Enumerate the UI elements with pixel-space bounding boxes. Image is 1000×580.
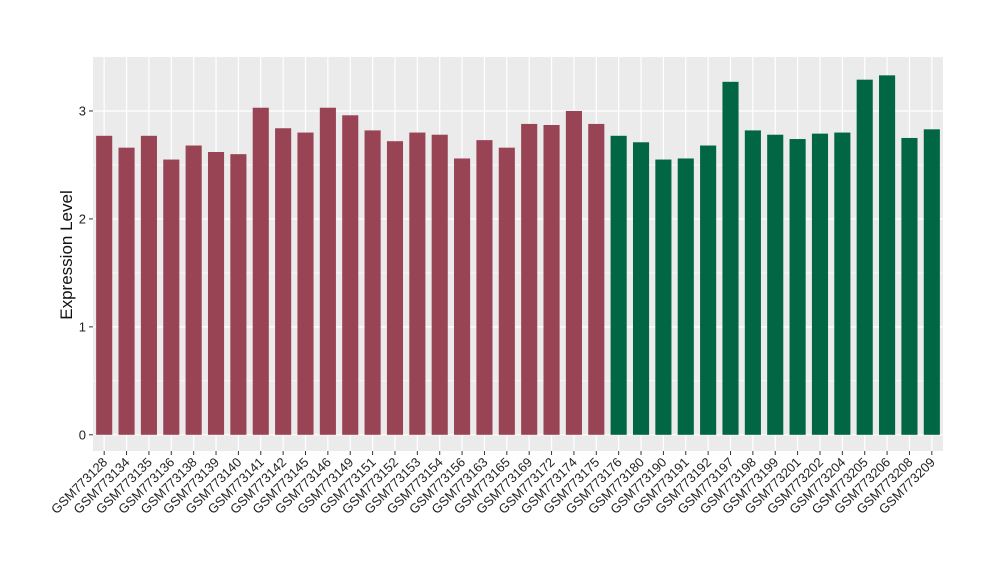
bar-GSM773154 bbox=[431, 134, 448, 435]
bar-GSM773163 bbox=[476, 140, 493, 435]
bar-GSM773146 bbox=[319, 107, 336, 435]
y-tick-label: 1 bbox=[79, 319, 86, 334]
bar-GSM773172 bbox=[543, 125, 560, 435]
bar-GSM773199 bbox=[767, 134, 784, 435]
y-tick-label: 0 bbox=[79, 427, 86, 442]
bar-GSM773175 bbox=[588, 123, 605, 435]
bar-GSM773202 bbox=[811, 133, 829, 435]
bar-GSM773180 bbox=[632, 142, 650, 435]
bar-GSM773142 bbox=[275, 128, 292, 435]
bar-GSM773136 bbox=[163, 159, 180, 435]
y-tick-label: 2 bbox=[79, 211, 86, 226]
bar-GSM773139 bbox=[207, 151, 225, 435]
bar-GSM773169 bbox=[521, 123, 538, 435]
bar-GSM773197 bbox=[722, 81, 739, 435]
bar-GSM773128 bbox=[96, 135, 113, 435]
bar-GSM773190 bbox=[655, 159, 672, 435]
bar-GSM773205 bbox=[856, 79, 873, 435]
bar-layer bbox=[96, 75, 940, 435]
bar-GSM773134 bbox=[118, 147, 135, 435]
bar-GSM773209 bbox=[923, 129, 940, 435]
bar-GSM773151 bbox=[364, 130, 381, 435]
bar-GSM773149 bbox=[342, 115, 359, 435]
bar-GSM773153 bbox=[409, 132, 426, 435]
bar-GSM773191 bbox=[677, 158, 694, 435]
bar-GSM773201 bbox=[789, 139, 806, 435]
y-axis: 0 1 2 3 bbox=[79, 103, 93, 442]
x-axis: GSM773128GSM773134GSM773135GSM773136GSM7… bbox=[48, 451, 938, 517]
bar-GSM773156 bbox=[454, 158, 471, 435]
bar-GSM773152 bbox=[386, 141, 404, 435]
bar-GSM773206 bbox=[879, 75, 896, 435]
y-axis-title: Expression Level bbox=[57, 190, 76, 319]
y-tick-label: 3 bbox=[79, 103, 86, 118]
bar-GSM773198 bbox=[744, 130, 761, 435]
bar-GSM773135 bbox=[140, 135, 157, 435]
bar-GSM773140 bbox=[230, 154, 247, 435]
bar-GSM773204 bbox=[834, 132, 851, 435]
bar-GSM773192 bbox=[700, 145, 717, 435]
bar-GSM773141 bbox=[252, 107, 269, 435]
bar-GSM773208 bbox=[901, 137, 918, 435]
bar-GSM773176 bbox=[610, 135, 627, 435]
bar-GSM773165 bbox=[498, 147, 515, 435]
bar-GSM773174 bbox=[565, 110, 582, 435]
bar-GSM773138 bbox=[185, 145, 202, 435]
bar-GSM773145 bbox=[297, 132, 314, 435]
